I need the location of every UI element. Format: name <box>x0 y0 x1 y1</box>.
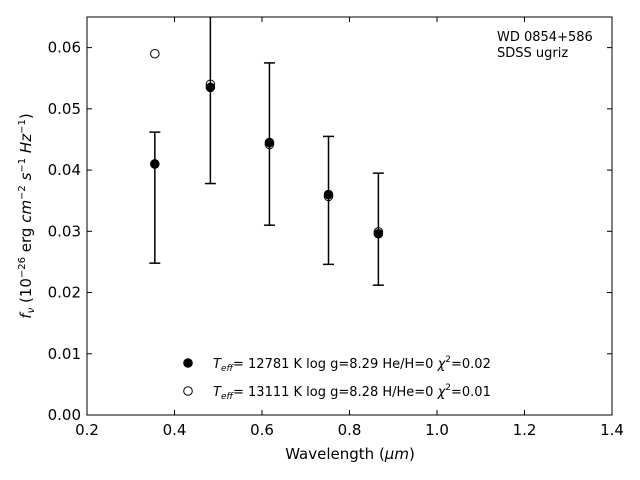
data-points <box>150 48 384 239</box>
data-point-filled <box>205 82 216 93</box>
data-point-filled <box>373 228 384 239</box>
data-point-filled <box>150 159 160 169</box>
y-tick-label: 0.05 <box>48 100 81 118</box>
x-tick-label: 1.4 <box>600 421 624 439</box>
data-point-open <box>323 191 334 202</box>
annotation-survey: SDSS ugriz <box>497 46 568 61</box>
legend-marker-open <box>183 386 193 396</box>
x-tick-label: 0.2 <box>75 421 99 439</box>
x-axis-label: Wavelength (μm) <box>285 445 415 463</box>
data-point-open <box>150 48 160 59</box>
y-axis-ticks: 0.00 0.01 0.02 0.03 0.04 0.05 0.06 <box>48 39 612 424</box>
data-point-open <box>205 79 216 90</box>
legend-entry-1: Teff= 12781 K log g=8.29 He/H=0 χ2=0.02 <box>213 355 491 374</box>
data-point-open <box>264 139 275 150</box>
y-tick-label: 0.06 <box>48 39 81 57</box>
y-tick-label: 0.03 <box>48 222 81 240</box>
legend: Teff= 12781 K log g=8.29 He/H=0 χ2=0.02 … <box>183 355 491 402</box>
legend-entry-2: Teff= 13111 K log g=8.28 H/He=0 χ2=0.01 <box>213 383 491 402</box>
legend-marker-filled <box>183 358 193 368</box>
y-tick-label: 0.02 <box>48 284 81 302</box>
x-tick-label: 1.2 <box>513 421 537 439</box>
data-point-filled <box>323 189 334 200</box>
y-tick-label: 0.00 <box>48 406 81 424</box>
data-point-open <box>373 227 384 237</box>
x-axis-ticks: 0.2 0.4 0.6 0.8 1.0 1.2 1.4 <box>75 17 624 439</box>
y-tick-label: 0.01 <box>48 345 81 363</box>
annotation-object-name: WD 0854+586 <box>497 30 593 45</box>
x-tick-label: 0.6 <box>250 421 274 439</box>
y-axis-label: fν (10−26 erg cm−2 s−1 Hz−1) <box>17 113 37 318</box>
x-tick-label: 1.0 <box>425 421 449 439</box>
data-point-filled <box>264 137 275 148</box>
x-tick-label: 0.8 <box>338 421 362 439</box>
y-tick-label: 0.04 <box>48 161 81 179</box>
plot-area <box>86 16 613 416</box>
x-tick-label: 0.4 <box>163 421 187 439</box>
